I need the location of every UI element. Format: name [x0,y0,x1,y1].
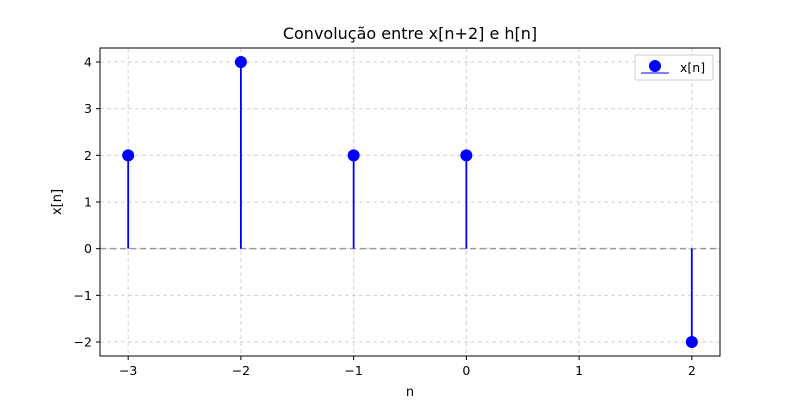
y-tick-label: 0 [84,241,92,256]
stem-marker [122,149,135,162]
x-tick-label: 2 [688,363,696,378]
y-tick-label: −2 [74,335,92,350]
x-tick-label: 1 [575,363,583,378]
legend-dot-marker [649,60,661,72]
stem-marker [460,149,473,162]
x-tick-label: 0 [462,363,470,378]
x-axis-label: n [406,385,414,400]
legend: x[n] [634,54,714,81]
y-tick-label: −1 [74,288,92,303]
y-axis-label: x[n] [50,189,65,215]
x-tick-label: −2 [232,363,250,378]
y-tick-label: 2 [84,148,92,163]
x-tick-label: −3 [119,363,137,378]
y-tick-label: 3 [84,101,92,116]
stems [122,56,698,348]
y-tick-label: 1 [84,195,92,210]
legend-label: x[n] [680,60,705,75]
stem-marker [685,336,698,348]
ticks: −3 −2 −1 0 1 2 −2 −1 0 1 2 3 4 [74,55,696,379]
x-tick-label: −1 [344,363,362,378]
stem-marker [234,56,247,68]
chart-title: Convolução entre x[n+2] e h[n] [283,24,537,43]
y-tick-label: 4 [84,55,92,70]
stem-marker [347,149,360,162]
